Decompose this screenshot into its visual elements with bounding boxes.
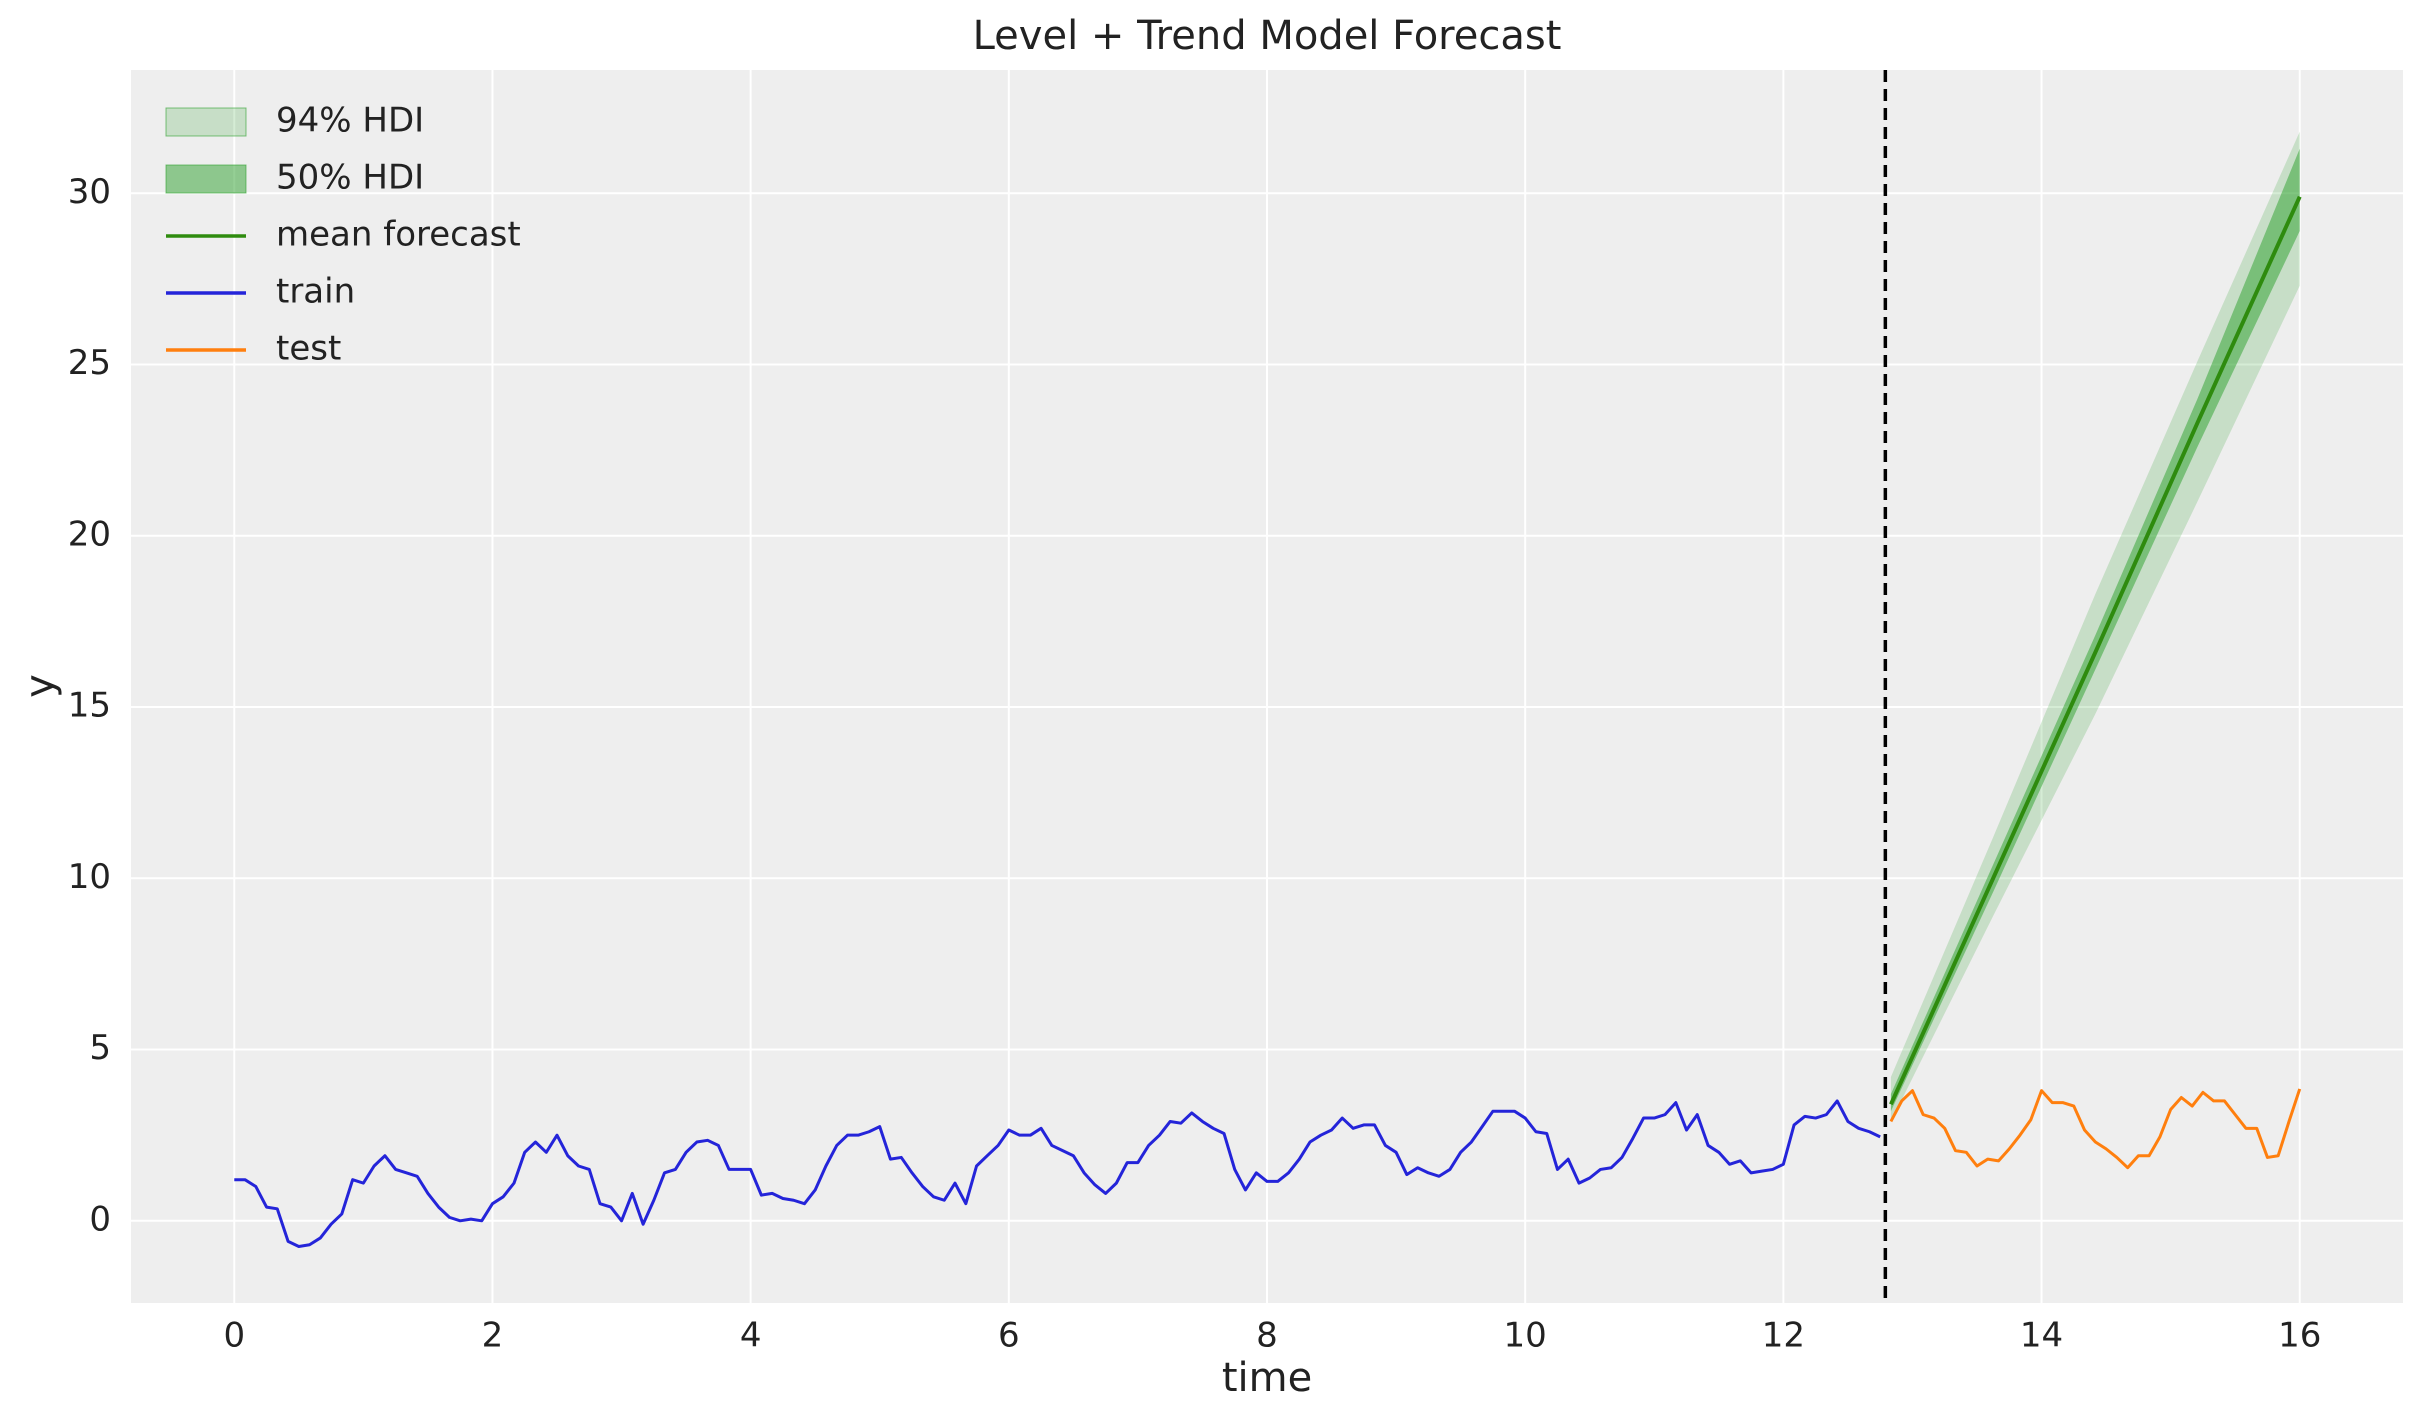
legend-label: 94% HDI — [276, 101, 424, 141]
series-line — [1889, 195, 2302, 1106]
legend-label: mean forecast — [276, 215, 521, 255]
y-tick-label: 30 — [68, 172, 111, 212]
legend-swatch — [165, 164, 247, 194]
x-axis-label: time — [1222, 1355, 1312, 1401]
x-tick-label: 16 — [2278, 1316, 2321, 1356]
y-tick-label: 10 — [68, 857, 111, 897]
chart-title: Level + Trend Model Forecast — [973, 13, 1562, 59]
y-tick-label: 15 — [68, 686, 111, 726]
legend-swatch — [165, 107, 247, 137]
y-tick-label: 25 — [68, 343, 111, 383]
x-tick-label: 10 — [1504, 1316, 1547, 1356]
x-tick-label: 0 — [223, 1316, 245, 1356]
series-line — [234, 1099, 1881, 1248]
x-tick-label: 2 — [482, 1316, 504, 1356]
x-tick-label: 8 — [1256, 1316, 1278, 1356]
y-tick-label: 20 — [68, 514, 111, 554]
x-tick-label: 12 — [1762, 1316, 1805, 1356]
x-tick-label: 14 — [2020, 1316, 2063, 1356]
y-tick-label: 0 — [89, 1199, 111, 1239]
y-axis-label: y — [17, 674, 63, 698]
hdi-band — [1890, 148, 2300, 1112]
legend-label: test — [276, 329, 341, 369]
x-tick-label: 6 — [998, 1316, 1020, 1356]
y-tick-label: 5 — [89, 1028, 111, 1068]
legend-label: 50% HDI — [276, 158, 424, 198]
series-line — [1889, 1088, 2302, 1170]
x-tick-label: 4 — [740, 1316, 762, 1356]
legend-label: train — [276, 272, 355, 312]
